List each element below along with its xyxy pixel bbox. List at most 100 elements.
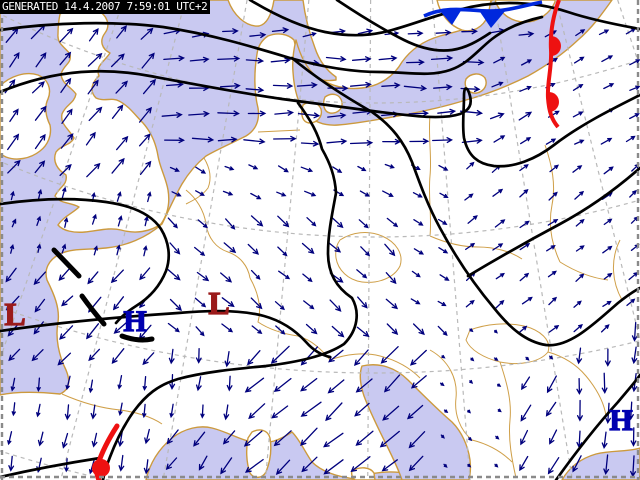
wind-vector-arrow bbox=[327, 379, 345, 394]
wind-vector-arrow bbox=[601, 431, 608, 449]
wind-vector-arrow bbox=[350, 456, 371, 473]
wind-vector-arrow bbox=[630, 427, 637, 447]
wind-vector-arrow bbox=[384, 163, 395, 169]
wind-vector-arrow bbox=[248, 403, 266, 420]
wind-vector-arrow bbox=[492, 188, 504, 197]
wind-vector-arrow bbox=[11, 218, 17, 228]
wind-vector-arrow bbox=[575, 245, 585, 252]
wind-vector-arrow bbox=[575, 218, 585, 227]
wind-vector-arrow bbox=[143, 459, 150, 475]
wind-vector-arrow bbox=[220, 272, 233, 283]
country-border bbox=[329, 353, 421, 379]
wind-vector-arrow bbox=[273, 135, 297, 142]
country-border bbox=[185, 157, 211, 205]
country-border bbox=[547, 351, 607, 417]
wind-vector-arrow bbox=[327, 112, 347, 119]
wind-vector-arrow bbox=[31, 81, 45, 94]
wind-vector-arrow bbox=[546, 375, 557, 394]
wind-vector-arrow bbox=[271, 405, 289, 419]
wind-vector-arrow bbox=[572, 111, 584, 118]
wind-vector-arrow bbox=[497, 408, 502, 413]
wind-vector-arrow bbox=[5, 295, 20, 311]
wind-vector-arrow bbox=[110, 269, 124, 284]
wind-vector-arrow bbox=[161, 112, 183, 118]
wind-vector-arrow bbox=[403, 85, 428, 92]
wind-vector-arrow bbox=[61, 295, 74, 307]
wind-vector-arrow bbox=[603, 454, 610, 475]
wind-vector-arrow bbox=[139, 160, 152, 176]
graticule-parallel bbox=[0, 160, 640, 238]
wind-vector-arrow bbox=[171, 191, 182, 197]
wind-vector-arrow bbox=[437, 300, 447, 307]
graticule-meridian bbox=[367, 0, 372, 480]
wind-vector-arrow bbox=[385, 298, 399, 310]
wind-vector-arrow bbox=[413, 248, 425, 255]
wind-vector-arrow bbox=[34, 133, 46, 150]
pressure-marker-layer: L L H H bbox=[4, 284, 634, 437]
wind-vector-arrow bbox=[443, 409, 449, 414]
wind-vector-arrow bbox=[349, 81, 372, 88]
cold-front-triangle bbox=[440, 9, 462, 25]
wind-vector-arrow bbox=[572, 455, 582, 473]
wind-vector-arrow bbox=[140, 27, 154, 40]
wind-vector-arrow bbox=[326, 138, 348, 145]
wind-vector-arrow bbox=[224, 351, 231, 368]
wind-vector-arrow bbox=[575, 29, 586, 37]
wind-vector-arrow bbox=[302, 32, 317, 38]
wind-vector-arrow bbox=[356, 326, 370, 338]
wind-vector-arrow bbox=[602, 245, 613, 254]
wind-vector-arrow bbox=[197, 219, 208, 229]
wind-vector-arrow bbox=[438, 164, 449, 171]
wind-vector-arrow bbox=[525, 356, 530, 361]
wind-vector-arrow bbox=[408, 455, 424, 472]
wind-vector-arrow bbox=[118, 402, 123, 416]
wind-vector-arrow bbox=[380, 346, 399, 364]
wind-vector-arrow bbox=[409, 349, 427, 366]
wind-vector-arrow bbox=[520, 137, 532, 145]
wind-vector-arrow bbox=[300, 427, 318, 447]
graticule-parallel bbox=[0, 13, 640, 104]
wind-vector-arrow bbox=[144, 428, 150, 445]
wind-vector-arrow bbox=[249, 32, 267, 39]
wind-vector-arrow bbox=[223, 242, 237, 254]
wind-vector-arrow bbox=[189, 56, 210, 63]
cold-front-triangle bbox=[478, 9, 506, 28]
wind-vector-arrow bbox=[601, 55, 614, 63]
wind-vector-arrow bbox=[443, 463, 448, 468]
wind-vector-arrow bbox=[410, 375, 427, 389]
wind-vector-arrow bbox=[87, 271, 99, 285]
low-pressure-marker: L bbox=[208, 285, 229, 321]
wind-vector-arrow bbox=[250, 269, 261, 280]
wind-vector-arrow bbox=[115, 80, 128, 94]
wind-vector-arrow bbox=[7, 431, 13, 446]
wind-vector-arrow bbox=[195, 348, 202, 364]
wind-vector-arrow bbox=[328, 349, 344, 363]
wind-vector-arrow bbox=[603, 83, 615, 90]
wind-vector-arrow bbox=[469, 379, 474, 384]
wind-vector-arrow bbox=[164, 137, 186, 144]
wind-vector-arrow bbox=[250, 215, 264, 227]
isobar-line bbox=[466, 166, 640, 278]
low-pressure-marker: L bbox=[4, 296, 25, 332]
country-border bbox=[428, 115, 432, 237]
wind-vector-arrow bbox=[194, 297, 207, 308]
isobar-line bbox=[0, 456, 102, 479]
wind-vector-arrow bbox=[246, 350, 261, 366]
wind-vector-arrow bbox=[165, 457, 178, 471]
isobar-line bbox=[335, 0, 492, 52]
wind-vector-arrow bbox=[600, 137, 613, 145]
wind-vector-arrow bbox=[247, 243, 259, 255]
wind-vector-arrow bbox=[629, 113, 640, 120]
wind-vector-arrow bbox=[165, 81, 184, 88]
wind-vector-arrow bbox=[93, 245, 98, 256]
wind-vector-arrow bbox=[412, 192, 423, 198]
wind-vector-arrow bbox=[36, 215, 42, 227]
wind-vector-arrow bbox=[147, 191, 152, 203]
country-border bbox=[185, 189, 251, 279]
wind-vector-arrow bbox=[353, 349, 369, 366]
wind-vector-arrow bbox=[8, 348, 21, 362]
wind-vector-arrow bbox=[466, 161, 475, 170]
wind-vector-arrow bbox=[381, 459, 398, 472]
